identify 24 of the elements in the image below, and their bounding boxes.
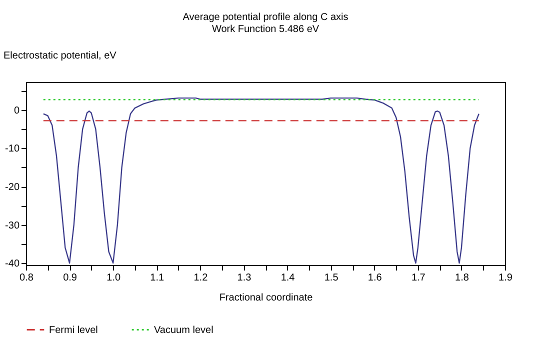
x-tick-label: 1.2 (194, 272, 208, 284)
x-tick-label: 1.9 (498, 272, 513, 284)
y-axis-title: Electrostatic potential, eV (4, 50, 117, 62)
legend-label: Vacuum level (154, 324, 214, 336)
x-tick-label: 0.8 (20, 272, 34, 284)
y-tick-label: -10 (5, 144, 20, 155)
y-tick-label: -40 (5, 258, 20, 270)
x-tick-label: 1.1 (150, 272, 165, 284)
x-tick-label: 1.8 (455, 272, 470, 284)
y-tick-label: -30 (5, 220, 20, 232)
y-tick-label: -20 (5, 182, 20, 194)
legend-label: Fermi level (49, 324, 98, 336)
x-tick-label: 1.7 (411, 272, 426, 284)
x-tick-label: 1.0 (106, 272, 121, 284)
y-tick-label: 0 (14, 105, 20, 116)
chart-title: Average potential profile along C axis (182, 12, 348, 23)
x-tick-label: 1.3 (237, 272, 252, 284)
x-tick-label: 1.6 (368, 272, 382, 284)
x-tick-label: 1.4 (280, 272, 296, 284)
line-series (42, 97, 480, 264)
x-axis-title: Fractional coordinate (219, 292, 314, 304)
chart-subtitle: Work Function 5.486 eV (212, 24, 320, 35)
x-tick-label: 1.5 (324, 272, 339, 284)
x-tick-label: 0.9 (63, 272, 78, 284)
